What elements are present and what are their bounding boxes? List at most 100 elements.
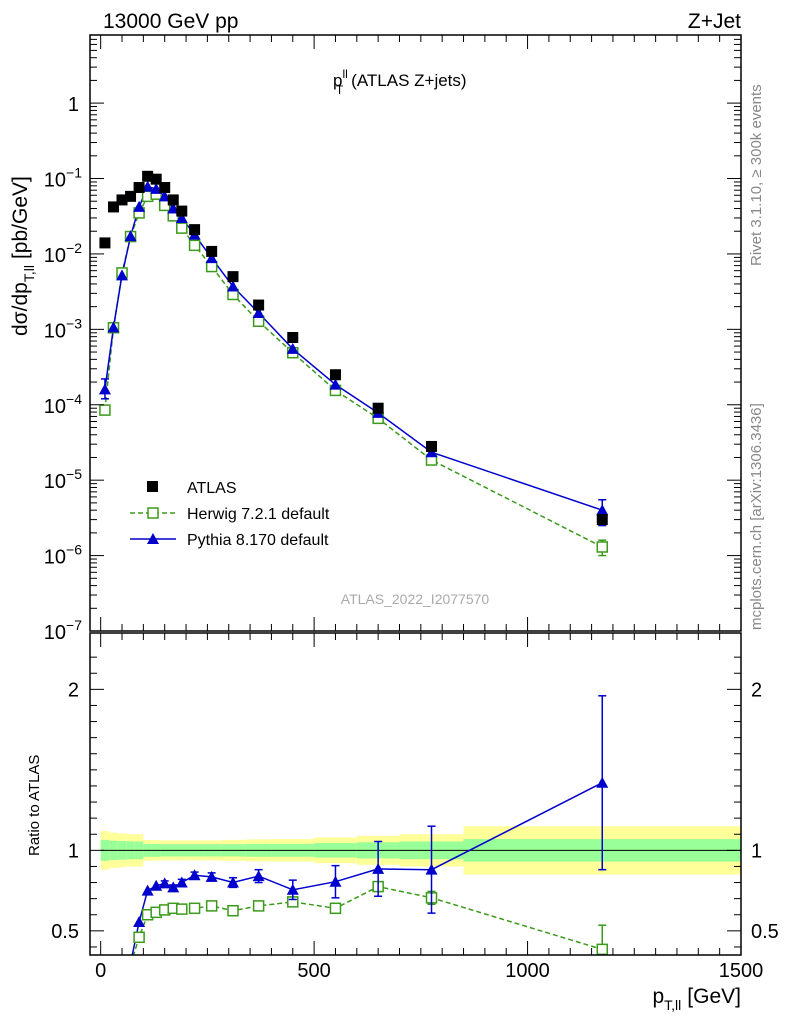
atlas-data-point (99, 237, 111, 249)
atlas-data-point (287, 331, 299, 343)
pythia-ratio-point (158, 877, 171, 889)
main-ytick-label: 1 (68, 94, 79, 116)
tick-exponent: −6 (66, 542, 82, 558)
pythia-ratio-point (227, 876, 240, 888)
legend-pythia-marker (147, 533, 159, 544)
pythia-ratio-point (372, 862, 385, 874)
ratio-series-group (99, 695, 609, 1015)
herwig-ratio-point (117, 989, 127, 999)
pythia-main-point (116, 269, 129, 281)
ratio-ytick-label: 1 (68, 840, 79, 862)
pythia-main-point (205, 252, 218, 264)
main-ytick-label: 10−3 (44, 315, 82, 342)
main-ylabel: dσ/dpT,ll [pb/GeV] (9, 176, 37, 336)
title-rest: (ATLAS Z+jets) (351, 71, 466, 90)
pythia-ratio-point (425, 863, 438, 875)
pythia-main-point (98, 383, 111, 395)
title-main: p (333, 71, 342, 90)
tick-exponent: −2 (66, 240, 82, 256)
ylabel-sub: T,ll (21, 265, 37, 282)
tick-exponent: −3 (66, 315, 82, 331)
xlabel-sub: T,ll (664, 997, 681, 1013)
atlas-data-point (372, 402, 384, 414)
ratio-frame (89, 632, 742, 956)
atlas-data-point (116, 194, 128, 206)
pythia-main-point (150, 182, 163, 194)
legend-pythia-label: Pythia 8.170 default (187, 532, 329, 549)
pythia-main-point (175, 211, 188, 223)
legend-atlas-marker (147, 481, 158, 492)
atlas-data-point (125, 190, 137, 202)
xlabel-main: p (652, 985, 664, 1008)
atlas-data-point (176, 205, 188, 217)
herwig-ratio-point (252, 900, 265, 912)
tick-exponent: −5 (66, 466, 82, 482)
pythia-ratio-point (188, 869, 201, 881)
tick-mantissa: 10 (44, 471, 66, 493)
x-tick-label: 1500 (719, 960, 764, 982)
pythia-ratio-point (596, 776, 609, 788)
herwig-ratio-point (100, 1005, 110, 1015)
ratio-ytick-label-right: 2 (751, 679, 762, 701)
atlas-data-point (159, 182, 171, 194)
pythia-main-point (329, 378, 342, 390)
pythia-ratio-point (329, 875, 342, 887)
analysis-watermark: ATLAS_2022_I2077570 (341, 591, 490, 607)
tick-mantissa: 10 (44, 396, 66, 418)
main-ytick-label: 10−5 (44, 466, 82, 493)
atlas-data-point (206, 245, 218, 257)
main-ytick-label: 10−4 (44, 391, 82, 418)
xlabel-unit: [GeV] (687, 985, 741, 1008)
tick-mantissa: 10 (44, 245, 66, 267)
panel-frames: 110−110−210−310−410−510−610−70 500 1000 150… (44, 34, 779, 982)
pythia-main-point (141, 180, 154, 192)
rivet-version-label: Rivet 3.1.10, ≥ 300k events (748, 84, 765, 266)
herwig-ratio-point (227, 904, 239, 917)
ratio-panel (100, 826, 741, 875)
pythia-main-point (227, 280, 240, 292)
herwig-ratio-point (126, 960, 136, 970)
tick-exponent: −1 (66, 165, 82, 181)
pythia-ratio-point (167, 881, 180, 893)
pythia-ratio-point (107, 1001, 119, 1012)
herwig-ratio-point (329, 902, 342, 915)
main-ytick-label: 10−1 (44, 165, 82, 192)
main-ytick-label: 10−2 (44, 240, 82, 267)
tick-mantissa: 10 (44, 622, 66, 644)
main-ytick-label: 10−6 (44, 542, 82, 569)
herwig-main-line (104, 193, 603, 548)
legend-atlas-label: ATLAS (187, 480, 237, 497)
plot-title: pll T (ATLAS Z+jets) (333, 67, 467, 97)
pythia-ratio-point (116, 989, 128, 1000)
x-tick-label: 1000 (505, 960, 550, 982)
data-marks (98, 170, 609, 1015)
pythia-main-point (167, 202, 180, 214)
title-sup: ll (342, 67, 347, 81)
pythia-main-point (286, 342, 299, 354)
herwig-main-point (99, 404, 111, 416)
herwig-ratio-point (176, 903, 188, 915)
pythia-ratio-point (252, 870, 265, 882)
mcplots-label: mcplots.cern.ch [arXiv:1306.3436] (748, 403, 765, 630)
tick-exponent: −4 (66, 391, 82, 407)
atlas-data-point (426, 440, 438, 452)
pythia-main-point (124, 230, 137, 242)
herwig-ratio-point (205, 900, 218, 912)
pythia-ratio-point (99, 1004, 111, 1015)
pythia-ratio-point (125, 957, 137, 968)
pythia-ratio-point (286, 883, 299, 895)
atlas-data-point (329, 369, 341, 381)
tick-mantissa: 10 (44, 170, 66, 192)
herwig-ratio-point (188, 902, 201, 915)
atlas-data-point (150, 173, 162, 185)
title-sub: T (336, 83, 344, 97)
legend-herwig-marker (147, 507, 159, 519)
ylabel-unit: [pb/GeV] (9, 176, 32, 259)
pythia-ratio-point (133, 915, 146, 927)
herwig-ratio-point (133, 931, 145, 944)
ratio-ytick-label: 2 (68, 679, 79, 701)
ratio-ytick-label-right: 1 (751, 840, 762, 862)
header-process: Z+Jet (688, 10, 741, 33)
x-tick-label: 500 (297, 960, 330, 982)
pythia-ratio-point (205, 870, 218, 882)
